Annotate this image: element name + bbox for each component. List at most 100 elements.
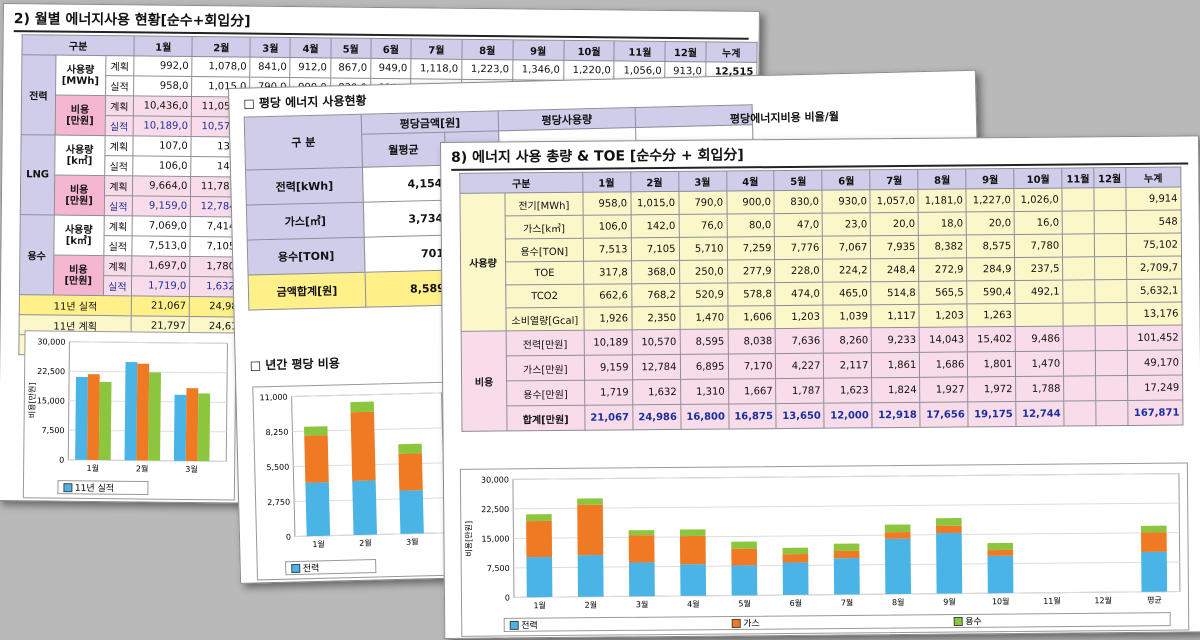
table-cell: 1,039 (823, 304, 872, 329)
table-cell: 1,788 (1015, 376, 1065, 402)
table-cell: 565,5 (919, 280, 968, 305)
table-cell: 1,203 (775, 305, 824, 329)
table-cell: 17,656 (920, 401, 969, 428)
table-cell: 167,871 (1127, 400, 1183, 426)
column-header: 누계 (1125, 167, 1181, 188)
ratio-title: 평당에너지비용 비율/월 (729, 110, 840, 126)
table-cell: 1,223,0 (461, 59, 513, 80)
table-cell: 21,067 (131, 295, 190, 317)
table-cell: 248,4 (870, 258, 920, 282)
column-header: 월평균 (361, 132, 446, 168)
column-header: 1월 (134, 35, 193, 57)
bar-가스 (304, 435, 329, 483)
y-tick-label: 15,000 (481, 534, 509, 543)
table-cell: 17,249 (1127, 375, 1183, 401)
gridline (291, 392, 442, 398)
bar-전력 (680, 564, 707, 596)
bar-series-1 (136, 363, 150, 461)
bar-series-1 (86, 374, 100, 461)
x-tick-label: 2월 (585, 600, 598, 610)
bar-가스 (628, 535, 655, 563)
report-page-per-pyeong: □ 평당 에너지 사용현황 구 분평당금액[원]평당사용량월평균일평전력[kWh… (228, 69, 988, 584)
y-tick-label: 0 (286, 533, 291, 542)
table-cell: 830,0 (774, 190, 823, 214)
y-tick-label: 30,000 (37, 337, 65, 346)
table-cell: 7,259 (726, 236, 776, 260)
table-cell (1095, 375, 1128, 401)
table-cell: 5,632,1 (1126, 279, 1182, 303)
group-label: 비용 (461, 330, 508, 432)
legend-swatch (953, 616, 963, 627)
bar-용수 (577, 498, 603, 505)
table-cell: 1,203 (919, 303, 968, 328)
table-cell: 1,927 (919, 376, 969, 403)
table-cell: 1,972 (967, 376, 1017, 402)
table-cell: 992,0 (133, 55, 193, 77)
bar-용수 (679, 529, 706, 537)
x-tick-label: 2월 (359, 538, 372, 548)
y-tick-label: 22,500 (37, 367, 65, 376)
table-cell (1095, 350, 1128, 376)
sub-label: 사용량 [k㎥] (53, 215, 104, 256)
bar-series-2 (197, 393, 211, 462)
table-cell: 12,918 (872, 402, 921, 428)
bar-용수 (884, 524, 911, 533)
bar-전력 (1141, 551, 1168, 592)
table-cell: 9,914 (1125, 187, 1182, 211)
x-tick-label: 11월 (1043, 596, 1061, 606)
row-label: TOE (505, 261, 584, 285)
table-cell: 1,026,0 (1014, 188, 1063, 212)
x-tick-label: 12월 (1094, 595, 1112, 605)
bar-전력 (399, 490, 424, 534)
table-cell: 7,513 (582, 237, 632, 262)
table-cell: 21,067 (584, 404, 633, 431)
column-header: 12월 (665, 41, 706, 62)
table-cell (1094, 302, 1127, 326)
y-tick-label: 5,500 (266, 463, 289, 473)
column-header: 11월 (614, 40, 666, 62)
row-label: 가스[k㎥] (505, 215, 583, 239)
table-cell: 317,8 (583, 260, 632, 285)
table-cell (1062, 187, 1095, 212)
table-cell: 520,9 (679, 282, 728, 307)
table-cell: 12,784 (631, 354, 681, 380)
bar-series-0 (75, 376, 88, 460)
table-cell: 1,015,0 (630, 191, 679, 215)
table-cell: 1,078,0 (191, 56, 251, 78)
table-cell: 1,470 (679, 305, 728, 330)
column-header: 5월 (330, 37, 371, 59)
bar-용수 (628, 530, 655, 536)
row-label: 용수[만원] (506, 380, 585, 406)
total-cost-chart-svg: 30,000 22,500 15,000 7,500 0 비용[만원] 1월 2월 3월 4월 5월… (464, 473, 1181, 632)
bar-전력 (833, 558, 860, 595)
table-cell: 1,057,0 (870, 189, 919, 213)
bar-가스 (526, 520, 553, 558)
table-cell: 474,0 (775, 282, 824, 306)
x-tick-label: 10월 (992, 596, 1010, 606)
row-kind: 계획 (103, 215, 133, 236)
column-header: 9월 (966, 168, 1015, 189)
table-cell: 7,776 (774, 236, 823, 260)
table-cell: 106,0 (582, 214, 631, 239)
table-cell: 10,189 (583, 329, 632, 356)
table-cell: 13,176 (1126, 302, 1183, 326)
bar-용수 (1140, 525, 1167, 533)
table-cell: 12,000 (824, 402, 873, 429)
legend (57, 480, 149, 496)
table-cell: 1,623 (824, 377, 873, 404)
table-cell: 9,664,0 (132, 175, 191, 197)
table-cell: 142,0 (630, 214, 679, 238)
bar-가스 (1141, 532, 1167, 552)
table-cell: 1,787 (776, 378, 825, 404)
bar-가스 (679, 535, 706, 565)
bar-가스 (577, 504, 604, 556)
table-cell: 237,5 (1014, 257, 1064, 281)
legend-swatch (731, 618, 741, 628)
table-cell (1095, 400, 1128, 426)
row-label: 용수[TON] (505, 238, 584, 262)
column-header: 6월 (370, 38, 412, 59)
table-cell: 1,118,0 (410, 58, 462, 80)
bar-용수 (398, 443, 422, 454)
table-cell: 10,189,0 (133, 115, 192, 137)
x-tick-label: 5월 (738, 598, 751, 608)
